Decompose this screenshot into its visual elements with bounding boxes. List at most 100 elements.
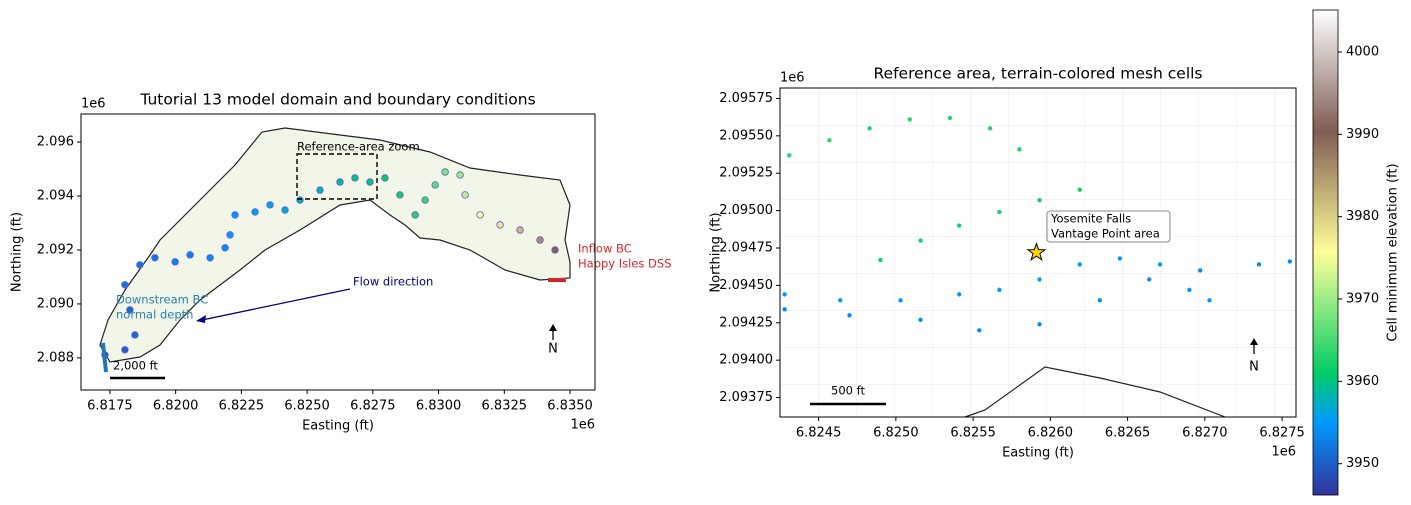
mesh-point [171, 258, 179, 266]
mesh-point [907, 117, 912, 122]
colorbar [1312, 9, 1339, 496]
mesh-point [126, 306, 134, 314]
mesh-point [1097, 298, 1102, 303]
mesh-point [231, 211, 239, 219]
scale-label: 500 ft [831, 384, 865, 398]
mesh-point [827, 138, 832, 143]
x-tick-label: 6.8255 [950, 426, 996, 441]
zoom-label: Reference-area zoom [297, 140, 420, 154]
mesh-point [121, 281, 129, 289]
downstream-label: normal depth [116, 308, 193, 322]
y-tick-label: 2.09400 [719, 353, 773, 368]
x-axis-label: Easting (ft) [1002, 446, 1074, 461]
site-label: Vantage Point area [1051, 227, 1160, 241]
mesh-point [536, 236, 544, 244]
mesh-point [316, 186, 324, 194]
inflow-label: Happy Isles DSS [578, 257, 672, 271]
mesh-point [351, 174, 359, 182]
mesh-point [867, 126, 872, 131]
highlight-star [1026, 241, 1047, 262]
x-tick-label: 6.8260 [1028, 426, 1074, 441]
x-offset-label: 1e6 [570, 418, 595, 433]
mesh-point [136, 261, 144, 269]
mesh-point [131, 331, 139, 339]
mesh-point [947, 115, 953, 121]
x-tick-label: 6.8270 [1182, 426, 1228, 441]
mesh-point [838, 298, 843, 303]
mesh-point [251, 208, 259, 216]
y-tick-label: 2.09475 [719, 241, 773, 256]
x-tick-label: 6.8175 [87, 399, 133, 414]
y-tick-label: 2.092 [37, 242, 74, 257]
mesh-point [461, 191, 469, 199]
north-label: N [1249, 360, 1259, 375]
mesh-point [496, 221, 504, 229]
y-tick-label: 2.09425 [719, 315, 773, 330]
mesh-point [1287, 259, 1293, 264]
mesh-point [421, 196, 429, 204]
y-tick-label: 2.09450 [719, 278, 773, 293]
colorbar-tick-label: 3990 [1346, 127, 1379, 142]
flow-label: Flow direction [353, 275, 433, 289]
mesh-point [782, 292, 787, 297]
mesh-point [1198, 268, 1203, 273]
y-tick-label: 2.090 [37, 296, 74, 311]
y-tick-label: 2.09375 [719, 390, 773, 405]
mesh-point [782, 307, 787, 312]
mesh-point [1256, 262, 1262, 267]
mesh-point [266, 201, 274, 209]
mesh-point [1017, 147, 1022, 152]
x-tick-label: 6.8265 [1105, 426, 1151, 441]
flow-arrow [201, 288, 351, 321]
y-tick-label: 2.09550 [719, 128, 773, 143]
y-tick-label: 2.09500 [719, 203, 773, 218]
mesh-point [997, 209, 1002, 215]
mesh-point [1037, 197, 1042, 203]
mesh-point [381, 174, 389, 182]
mesh-point [121, 346, 129, 354]
mesh-point [151, 254, 159, 262]
chart-title: Reference area, terrain-colored mesh cel… [873, 65, 1202, 83]
x-tick-label: 6.8250 [873, 426, 919, 441]
mesh-point [997, 287, 1002, 293]
y-tick-label: 2.096 [37, 135, 74, 150]
site-label: Yosemite Falls [1050, 212, 1131, 226]
mesh-point [957, 223, 962, 228]
mesh-point [957, 292, 962, 297]
downstream-bc [101, 342, 108, 373]
inflow-label: Inflow BC [578, 242, 632, 256]
mesh-point [918, 238, 923, 243]
mesh-point [396, 191, 404, 199]
mesh-point [366, 178, 374, 186]
mesh-point [226, 231, 234, 239]
north-label: N [548, 342, 558, 357]
mesh-point [1157, 262, 1163, 267]
mesh-point [441, 168, 449, 176]
mesh-point [186, 251, 194, 259]
mesh-point [1077, 262, 1082, 267]
mesh-point [206, 254, 214, 262]
y-tick-label: 2.09525 [719, 166, 773, 181]
y-offset-label: 1e6 [81, 97, 106, 112]
mesh-point [1037, 322, 1042, 327]
mesh-point [516, 226, 524, 234]
flow-arrowhead [196, 315, 206, 323]
y-axis-label: Northing (ft) [709, 212, 724, 292]
mesh-point [918, 317, 923, 322]
mesh-point [221, 244, 229, 252]
x-tick-label: 6.8350 [547, 399, 593, 414]
colorbar-tick-label: 3970 [1346, 292, 1379, 307]
colorbar-label: Cell minimum elevation (ft) [1386, 163, 1401, 341]
north-arrowhead [1250, 338, 1258, 345]
scale-label: 2,000 ft [113, 359, 158, 373]
mesh-point [431, 181, 439, 189]
mesh-point [296, 196, 304, 204]
mesh-point [977, 328, 982, 333]
mesh-point [1117, 256, 1123, 261]
mesh-point [787, 153, 792, 158]
y-tick-label: 2.088 [37, 350, 74, 365]
mesh-point [1147, 277, 1152, 282]
domain-boundary [964, 366, 1226, 418]
domain-outline [99, 127, 571, 363]
